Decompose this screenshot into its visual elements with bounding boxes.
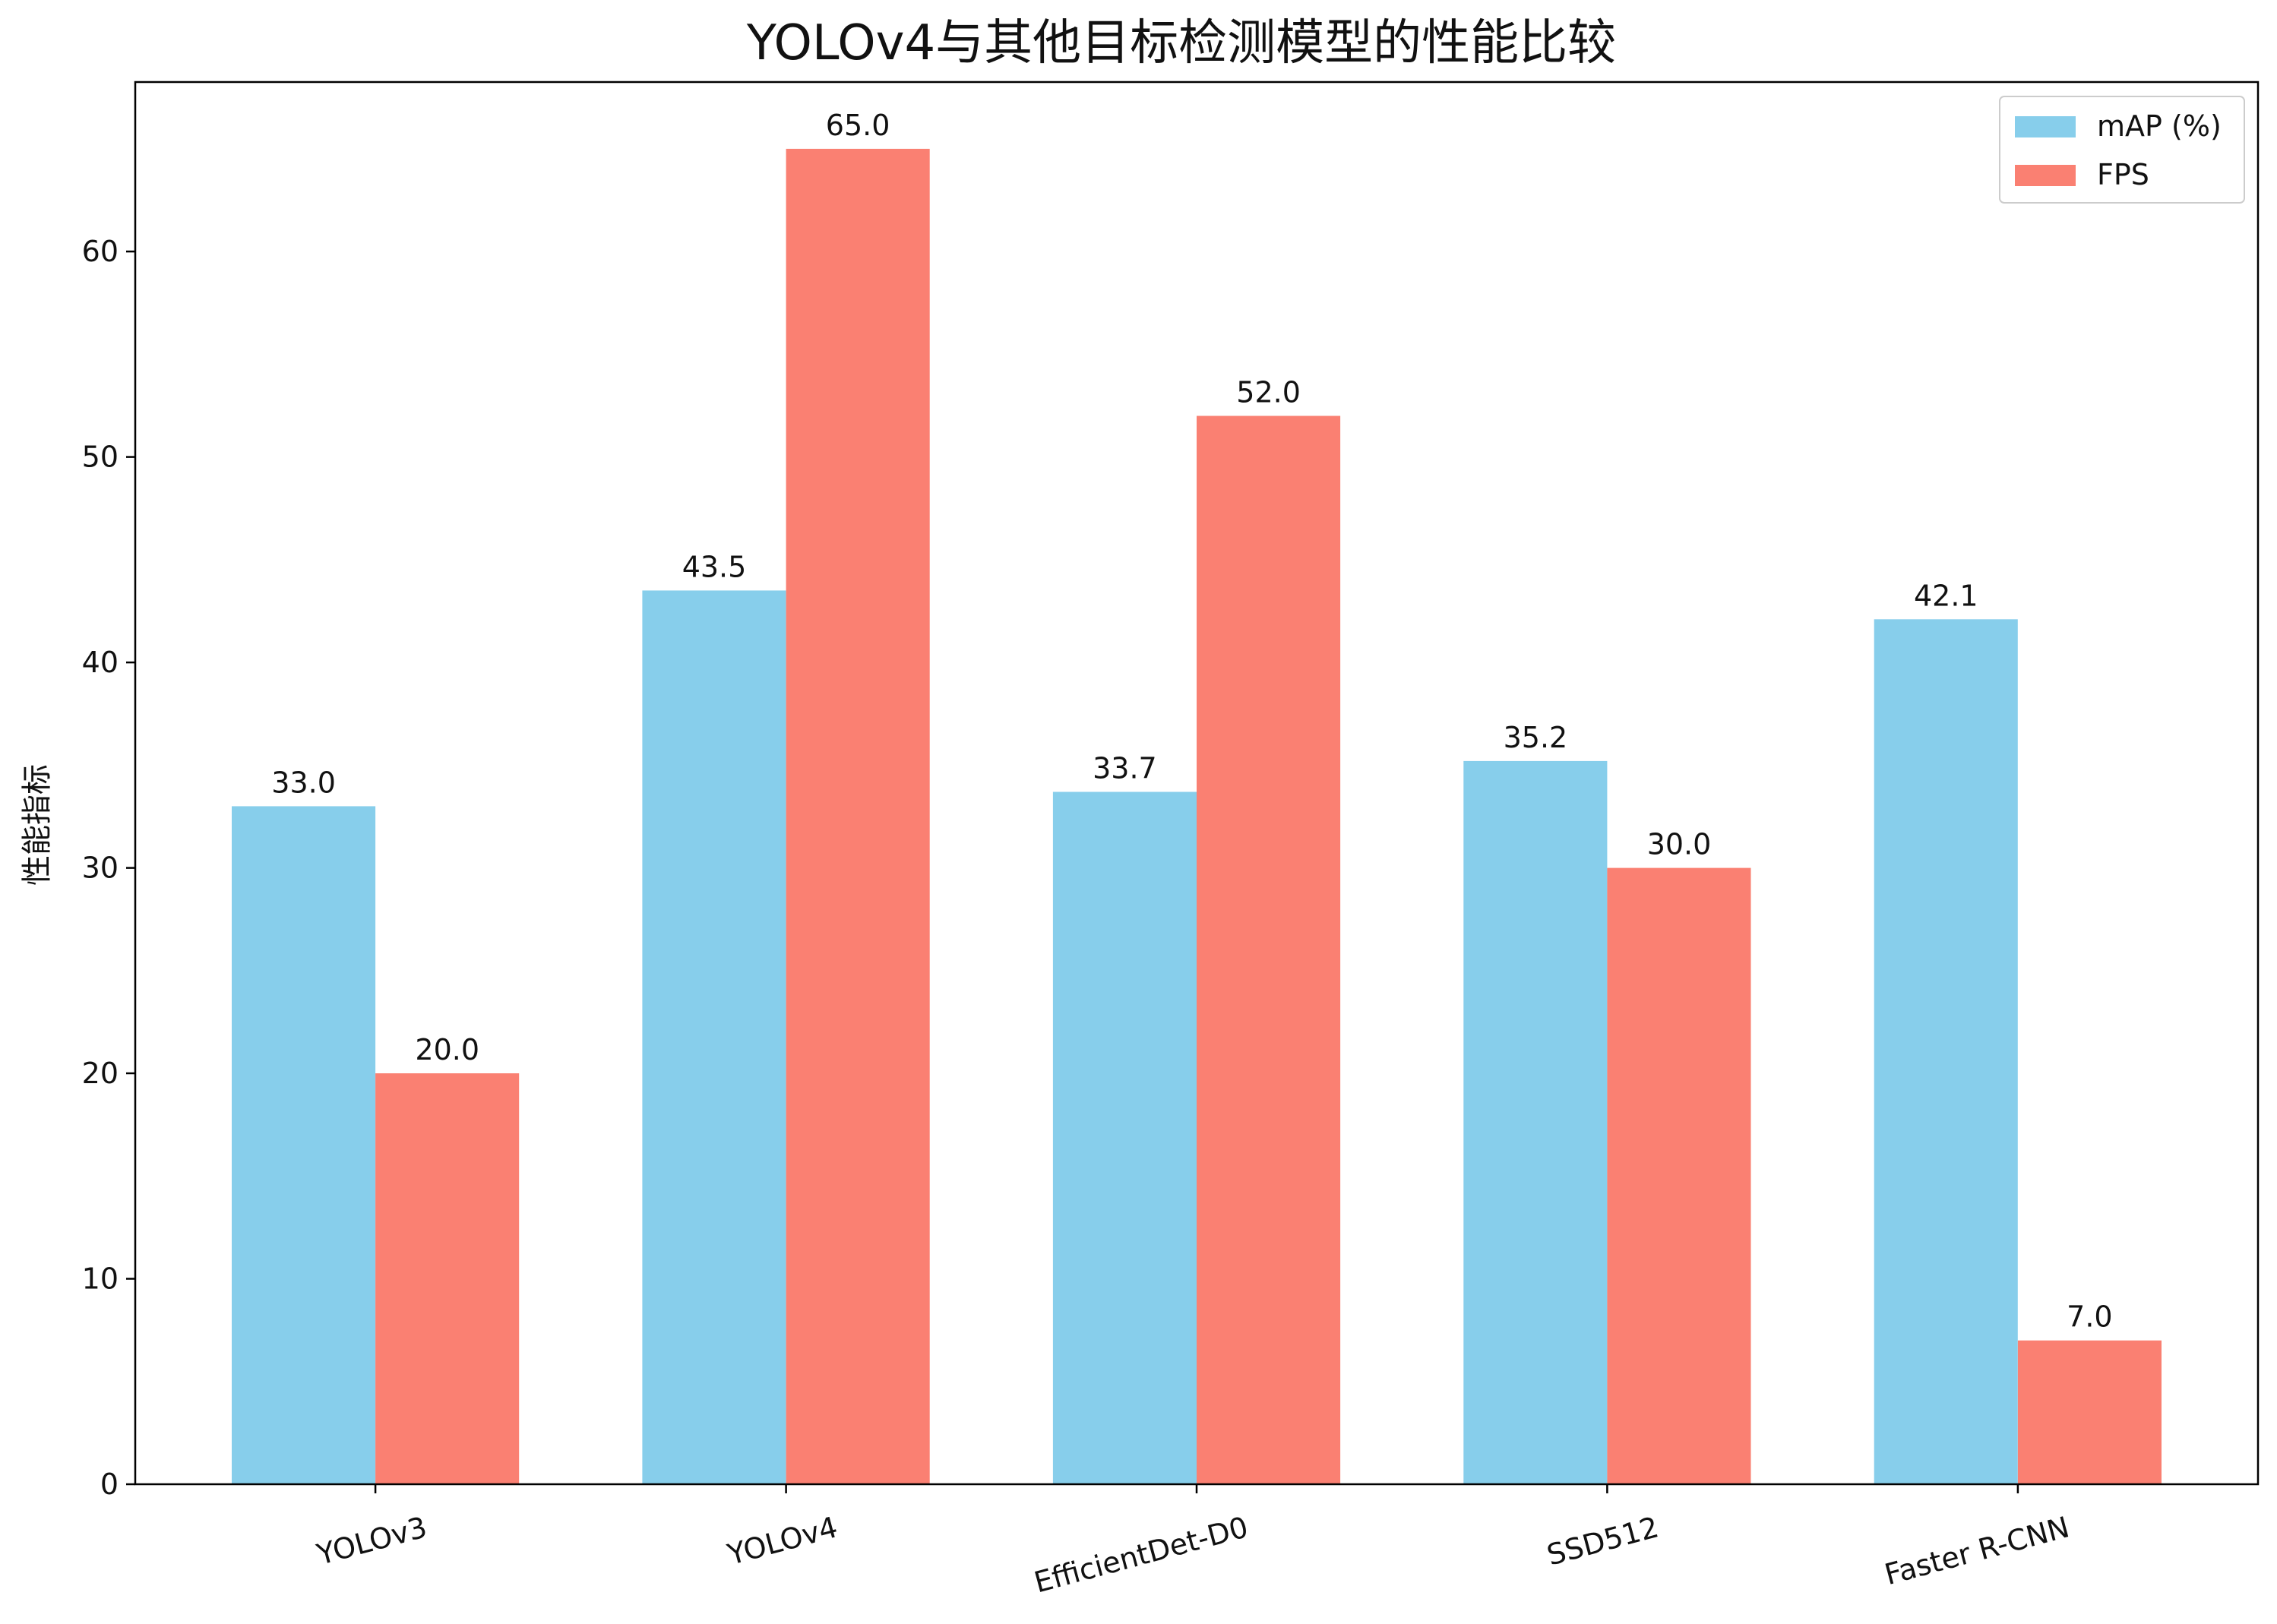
bar-value-label: 7.0 (2067, 1300, 2112, 1334)
bar-value-label: 43.5 (682, 550, 747, 583)
bar (642, 590, 786, 1484)
y-tick-label: 60 (82, 235, 119, 268)
chart-title: YOLOv4与其他目标检测模型的性能比较 (746, 15, 1616, 71)
legend-swatch (2015, 116, 2076, 137)
bar (1874, 619, 2018, 1484)
y-tick-label: 0 (100, 1468, 119, 1501)
y-tick-label: 30 (82, 851, 119, 885)
bar (2017, 1340, 2162, 1484)
y-tick-label: 50 (82, 441, 119, 474)
series-0: 33.0 43.5 33.7 35.2 42.1 (232, 550, 2018, 1484)
bar-value-label: 20.0 (415, 1033, 479, 1066)
bar-value-label: 65.0 (826, 109, 890, 142)
y-tick-label: 10 (82, 1262, 119, 1296)
bar (1052, 791, 1197, 1484)
legend: mAP (%) FPS (1999, 96, 2245, 204)
bar-value-label: 52.0 (1236, 376, 1301, 409)
y-tick-label: 40 (82, 646, 119, 679)
bar-value-label: 30.0 (1647, 828, 1712, 861)
bar-value-label: 33.7 (1093, 752, 1157, 785)
y-tick-label: 20 (82, 1057, 119, 1090)
bar (375, 1073, 520, 1484)
bar-value-label: 33.0 (271, 766, 336, 799)
y-axis-label: 性能指标 (20, 764, 55, 886)
bar (786, 148, 930, 1484)
bar (1607, 867, 1751, 1484)
bar-value-label: 35.2 (1504, 721, 1568, 754)
bar (232, 806, 376, 1484)
legend-label: FPS (2097, 158, 2149, 191)
bar-value-label: 42.1 (1914, 579, 1978, 612)
legend-swatch (2015, 165, 2076, 186)
bar (1197, 415, 1341, 1484)
bar (1463, 760, 1608, 1484)
legend-label: mAP (%) (2097, 109, 2222, 143)
series-1: 20.0 65.0 52.0 30.0 7.0 (375, 109, 2162, 1484)
